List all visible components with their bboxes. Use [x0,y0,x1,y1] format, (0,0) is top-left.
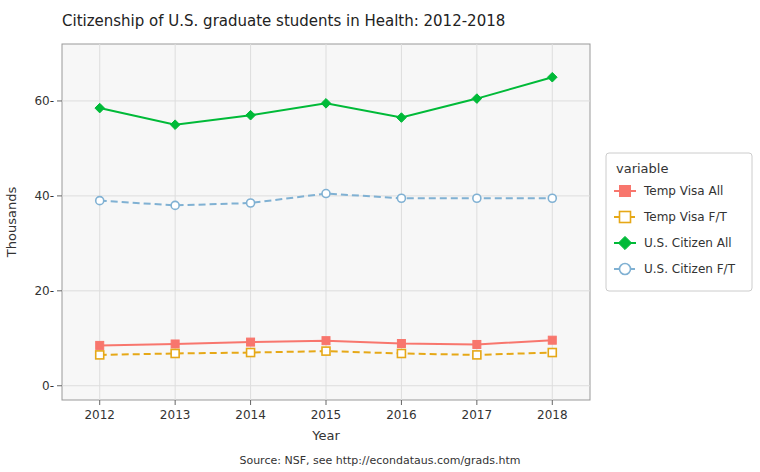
series-line [100,77,553,124]
point [473,194,481,202]
point [322,347,330,355]
legend-symbol [620,212,631,223]
tick-x [552,400,553,405]
point [397,113,407,123]
point [472,94,482,104]
tick-label-y: 20- [34,284,54,298]
point [95,103,105,113]
title: Citizenship of U.S. graduate students in… [62,12,505,30]
point [473,351,481,359]
tick-x [476,400,477,405]
tick-label-x: 2016 [386,408,417,422]
legend-label: Temp Visa All [643,184,723,198]
point [247,349,255,357]
x-axis-label: Year [311,428,340,443]
legend-label: U.S. Citizen All [644,236,732,250]
tick-x [401,400,402,405]
tick-x [326,400,327,405]
plot-frame [62,44,590,400]
tick-x [175,400,176,405]
point [321,99,331,109]
legend-symbol [618,236,631,249]
legend-symbol [620,186,631,197]
point [473,340,481,348]
point [96,341,104,349]
point [170,120,180,130]
y-axis-label: Thousands [4,187,19,259]
point [322,337,330,345]
legend-label: U.S. Citizen F/T [644,262,736,276]
grid-line-x [552,44,553,400]
legend: variable Temp Visa All Temp Visa F/T U.S. C… [606,153,752,291]
point [322,190,330,198]
tick-label-x: 2013 [160,408,191,422]
point [547,72,557,82]
tick-label-y: 0- [42,379,54,393]
tick-label-x: 2018 [537,408,568,422]
tick-label-y: 60- [34,94,54,108]
point [397,349,405,357]
tick-x [250,400,251,405]
point [548,349,556,357]
tick-label-x: 2012 [84,408,115,422]
legend-title: variable [616,161,668,176]
point [247,199,255,207]
legend-symbol [620,264,631,275]
point [96,197,104,205]
chart: 0- 20- 40- 60- 2012 2013 2014 2015 2016 2017 2018 C… [0,0,760,472]
point [96,351,104,359]
point [171,340,179,348]
tick-label-x: 2014 [235,408,266,422]
tick-label-x: 2015 [311,408,342,422]
legend-box [606,153,752,291]
point [548,336,556,344]
series-group [95,72,557,358]
point [397,194,405,202]
tick-y [57,385,62,386]
point [247,338,255,346]
point [171,349,179,357]
tick-y [57,100,62,101]
tick-x [99,400,100,405]
tick-y [57,195,62,196]
tick-label-x: 2017 [462,408,493,422]
point [171,201,179,209]
point [246,110,256,120]
tick-label-y: 40- [34,189,54,203]
point [397,340,405,348]
tick-y [57,290,62,291]
legend-label: Temp Visa F/T [643,210,727,224]
grid [62,44,590,400]
grid-line-x [250,44,251,400]
annotation: Source: NSF, see http://econdataus.com/g… [239,454,520,467]
point [548,194,556,202]
